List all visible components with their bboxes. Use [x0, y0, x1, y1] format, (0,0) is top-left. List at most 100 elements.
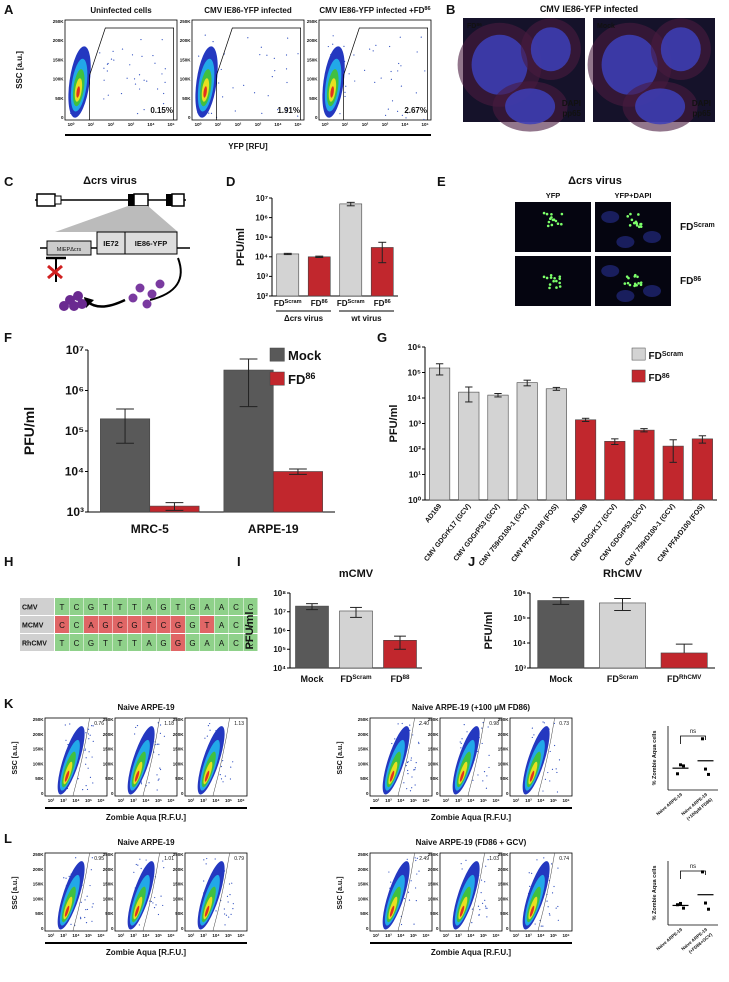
flow-x-tick-part: 10¹ — [342, 122, 349, 127]
bar — [458, 391, 480, 501]
flow-y-tick: 200K — [103, 732, 115, 737]
flow-y-tick: 150K — [358, 882, 370, 887]
error-bar — [523, 379, 531, 387]
gate-percent: 2.67% — [404, 106, 427, 115]
flow-event — [400, 65, 402, 67]
flow-x-tick: 10⁵ — [85, 933, 92, 938]
flow-y-tick-part: 50K — [430, 776, 439, 781]
image-label-part: FD — [467, 23, 476, 30]
base-part: C — [248, 639, 254, 648]
y-tick-label-part: 10⁵ — [65, 424, 84, 438]
flow-x-tick: 10⁴ — [467, 933, 474, 938]
yfp-signal — [548, 217, 552, 220]
flow-event — [89, 734, 91, 736]
flow-gate — [72, 852, 90, 932]
flow-y-tick: 250K — [498, 717, 510, 722]
base-cell — [113, 616, 127, 633]
stain-label-part: pp65 — [562, 109, 581, 118]
axis-title-part: Zombie Aqua [R.F.U.] — [431, 813, 511, 822]
flow-x-tick-part: 10⁴ — [537, 933, 544, 938]
flow-event — [459, 741, 461, 743]
flow-y-tick: 100K — [33, 761, 45, 766]
flow-cloud — [195, 27, 301, 120]
flow-x-tick-part: 10⁶ — [237, 933, 244, 938]
flow-event — [406, 112, 409, 114]
flow-y-tick: 200K — [173, 732, 185, 737]
flow-y-tick-part: 150K — [498, 882, 510, 887]
flow-y-tick-part: 150K — [428, 747, 440, 752]
flow-cloud — [57, 717, 94, 797]
error-bar — [283, 252, 292, 256]
base: C — [74, 639, 80, 648]
flow-x-tick-part: 10⁰ — [195, 122, 202, 127]
flow-event — [220, 778, 223, 780]
base-part: C — [74, 621, 80, 630]
flow-event — [86, 908, 89, 911]
flow-y-tick-part: 0 — [181, 926, 184, 931]
yfp-signal — [546, 224, 550, 228]
y-axis-title-part: PFU/ml — [235, 228, 247, 266]
x-tick-label-part: Scram — [352, 674, 372, 681]
gene-label-part: IE72 — [103, 239, 118, 248]
axis-title: SSC [a.u.] — [337, 741, 344, 774]
yfp-signal — [547, 220, 551, 224]
y-tick-label-part: 10⁷ — [66, 343, 84, 357]
flow-x-tick-part: 10³ — [255, 122, 262, 127]
flow-event — [534, 923, 536, 925]
axis-title-part: Zombie Aqua [R.F.U.] — [106, 948, 186, 957]
panel-label: L — [4, 831, 12, 846]
flow-event — [152, 54, 154, 57]
flow-event — [287, 37, 289, 39]
y-tick-label: 10⁷ — [256, 194, 268, 203]
flow-x-tick-part: 10² — [362, 122, 369, 127]
flow-y-tick-part: 250K — [173, 852, 185, 857]
flow-y-tick-part: 0 — [506, 791, 509, 796]
flow-x-tick-part: 10³ — [60, 798, 67, 803]
flow-event — [485, 907, 487, 909]
flow-y-tick-part: 150K — [180, 57, 192, 62]
flow-event — [85, 763, 87, 765]
flow-y-tick-part: 50K — [35, 776, 44, 781]
yfp-signal — [550, 223, 554, 227]
flow-event — [549, 750, 551, 753]
y-tick-label: 10⁴ — [65, 465, 84, 479]
y-tick-label-part: 10⁵ — [408, 367, 421, 377]
flow-x-tick-part: 10⁵ — [155, 798, 162, 803]
panel-label: D — [226, 174, 235, 189]
y-tick-label: 10² — [256, 292, 268, 301]
base-part: G — [131, 621, 137, 630]
gate-percent-part: 1.91% — [277, 106, 300, 115]
y-axis-title-part: PFU/ml — [21, 407, 37, 455]
flow-event — [407, 769, 409, 772]
x-tick-label: FDRhCMV — [667, 674, 702, 685]
x-tick-label-part: CMV 759rD100-1 (GCV) — [478, 503, 531, 568]
y-tick-label: 10⁵ — [408, 367, 421, 377]
flow-y-tick: 100K — [33, 896, 45, 901]
y-tick-label: 10⁰ — [408, 495, 421, 505]
base: C — [248, 603, 254, 612]
flow-event — [129, 64, 131, 66]
flow-event — [64, 724, 66, 726]
base-cell — [243, 634, 258, 651]
flow-y-tick-part: 200K — [173, 732, 185, 737]
base: T — [147, 621, 152, 630]
base-part: C — [233, 639, 239, 648]
flow-event — [212, 41, 214, 43]
flow-event — [387, 108, 389, 110]
flow-event — [90, 869, 92, 871]
image-label: FD86 — [467, 22, 482, 31]
y-tick-label-part: 10³ — [256, 272, 268, 281]
flow-event — [478, 914, 480, 917]
flow-y-tick: 100K — [173, 896, 185, 901]
base-cell — [113, 634, 127, 651]
base-part: G — [189, 603, 195, 612]
base: G — [189, 639, 195, 648]
flow-event — [163, 867, 165, 869]
flow-y-tick-part: 0 — [366, 791, 369, 796]
flow-y-tick-part: 250K — [53, 19, 65, 24]
flow-event — [92, 782, 94, 784]
flow-event — [540, 925, 542, 927]
y-tick-label-part: 10¹ — [409, 469, 421, 479]
annotation: ns — [690, 729, 696, 735]
gate-value-part: 0.74 — [559, 856, 569, 862]
